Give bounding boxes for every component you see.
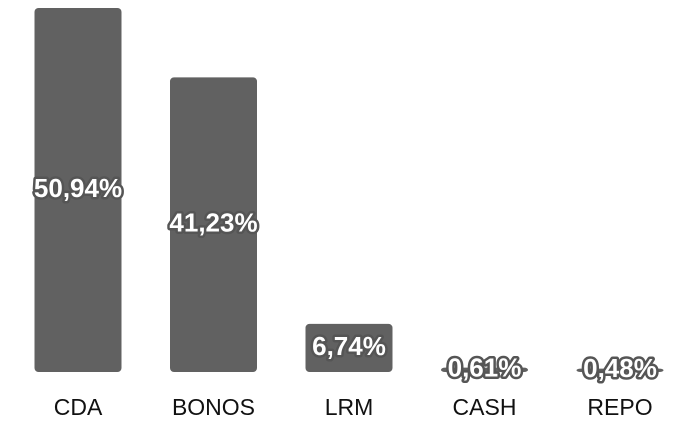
x-tick-label: LRM <box>325 394 374 420</box>
bar <box>170 77 257 373</box>
bar <box>576 368 664 372</box>
value-label: 0,48% <box>583 353 657 383</box>
x-tick-label: REPO <box>587 394 652 420</box>
value-label: 50,94% <box>34 173 122 203</box>
x-tick-label: CDA <box>54 394 103 420</box>
x-tick-label: CASH <box>453 394 517 420</box>
value-label: 0,61% <box>448 353 522 383</box>
value-label: 6,74% <box>312 331 386 361</box>
value-label: 41,23% <box>169 208 257 238</box>
bar <box>305 323 393 372</box>
bar <box>441 367 528 372</box>
x-tick-label: BONOS <box>172 394 255 420</box>
bar <box>34 8 122 372</box>
